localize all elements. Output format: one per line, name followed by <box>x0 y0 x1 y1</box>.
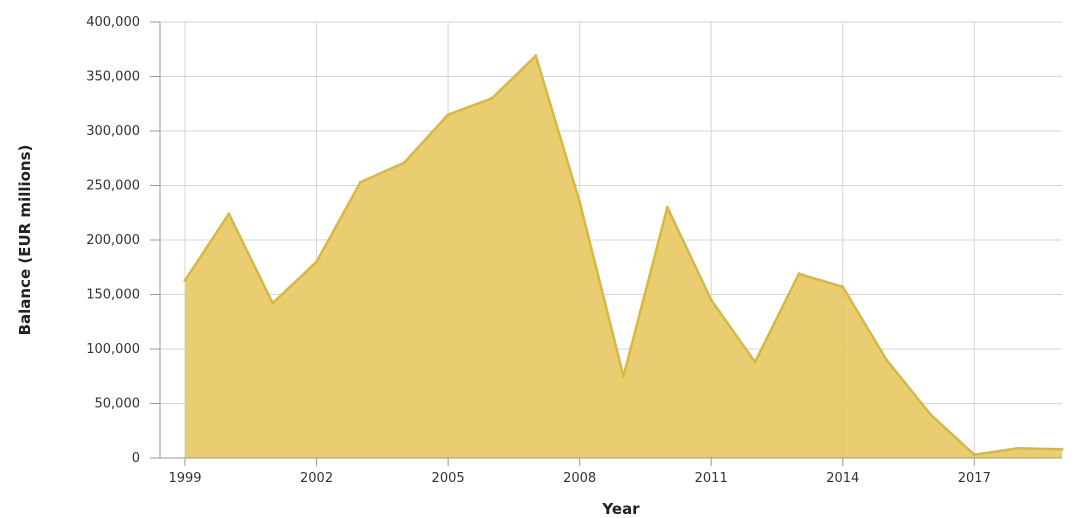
x-tick-label: 2005 <box>432 471 465 486</box>
data-point <box>1060 447 1064 451</box>
data-point <box>534 54 538 58</box>
y-tick-label: 350,000 <box>86 70 140 85</box>
y-tick-label: 150,000 <box>86 288 140 303</box>
x-axis-title: Year <box>601 500 640 518</box>
x-tick-label: 2008 <box>563 471 596 486</box>
series-area <box>185 55 1062 458</box>
y-axis-title: Balance (EUR millions) <box>16 145 34 336</box>
x-tick-label: 2011 <box>695 471 728 486</box>
x-tick-label: 1999 <box>168 471 201 486</box>
y-tick-label: 300,000 <box>86 124 140 139</box>
y-tick-label: 50,000 <box>95 397 141 412</box>
data-point <box>227 212 231 216</box>
data-point <box>578 200 582 204</box>
data-point <box>315 260 319 264</box>
data-point <box>972 453 976 457</box>
data-point <box>665 205 669 209</box>
data-point <box>622 374 625 378</box>
axes: 0 50,000 100,000 150,000 200,000 250,000 300,0… <box>86 15 1062 486</box>
data-point <box>841 285 845 289</box>
data-point <box>402 161 406 165</box>
y-tick-label: 200,000 <box>86 233 140 248</box>
data-point <box>928 412 932 416</box>
data-point <box>797 272 801 276</box>
x-tick-label: 2002 <box>300 471 333 486</box>
y-tick-label: 250,000 <box>86 179 140 194</box>
data-point <box>183 278 187 282</box>
data-point <box>446 113 450 117</box>
data-point <box>1016 446 1020 450</box>
plot-area <box>183 54 1064 458</box>
y-tick-label: 100,000 <box>86 342 140 357</box>
data-point <box>490 96 494 100</box>
data-point <box>271 301 275 305</box>
x-tick-label: 2017 <box>958 471 991 486</box>
data-point <box>709 298 713 302</box>
data-point <box>358 180 362 184</box>
y-tick-label: 400,000 <box>86 15 140 30</box>
x-tick-label: 2014 <box>826 471 859 486</box>
data-point <box>753 360 757 364</box>
data-point <box>885 358 889 362</box>
y-tick-label: 0 <box>132 451 140 466</box>
